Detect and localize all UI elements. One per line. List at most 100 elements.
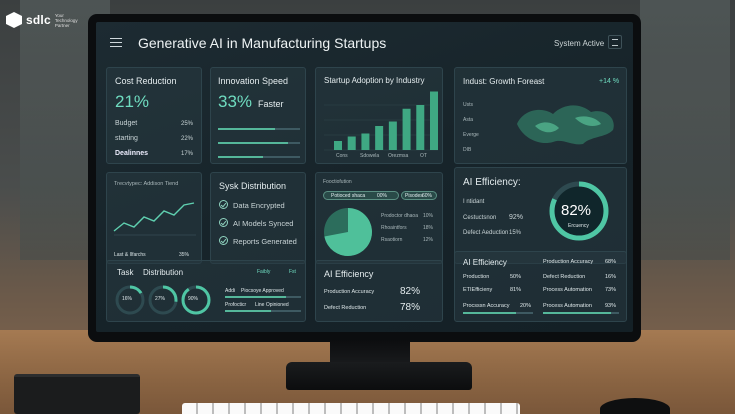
card-title: AI Efficiency: (463, 177, 521, 188)
ai-efficiency-card[interactable]: AI Efficiency Production Accuracy 82% De… (315, 260, 443, 322)
gauge-value: 82% (561, 202, 592, 219)
row-label: Production (463, 274, 490, 280)
ai-efficiency-gauge-card[interactable]: AI Efficiency: I ntidant Cestuctsnon 92%… (454, 167, 627, 264)
filter-pill[interactable] (401, 191, 437, 200)
brand-tagline: Your Technology Partner (54, 12, 78, 28)
link-fst[interactable]: Fst (289, 269, 296, 275)
innovation-speed-card[interactable]: Innovation Speed 33% Faster (210, 67, 306, 164)
sysk-distribution-card[interactable]: Sysk Distribution Data Encrypted AI Mode… (210, 172, 306, 264)
card-title: AI Efficiency (324, 269, 374, 279)
dashboard-header: Generative AI in Manufacturing Startups … (96, 22, 633, 64)
monitor-base (286, 362, 472, 390)
row-label: Defect Reduction (324, 305, 367, 311)
pie-slice (324, 208, 372, 256)
filter-pill[interactable] (323, 191, 399, 200)
gauge-fill (549, 181, 609, 241)
card-title: Cost Reduction (115, 76, 177, 86)
foot-value: 35% (179, 252, 190, 258)
x-label: OT (420, 153, 427, 159)
row-label: Asta (463, 117, 474, 123)
row-label: Budget (115, 120, 138, 127)
row-label: Production Accuracy (543, 259, 594, 265)
bar (347, 136, 356, 150)
item-label: Addi (225, 288, 236, 294)
brand-logo: sdlc Your Technology Partner (6, 12, 87, 28)
innovation-value: 33% (218, 92, 253, 111)
legend-value: 12% (423, 237, 434, 243)
settings-button[interactable] (608, 35, 622, 49)
legend-value: 18% (423, 225, 434, 231)
foot-label: Last & Ilfarchs (114, 252, 146, 258)
task-item: AI Models Synced (233, 219, 294, 228)
row-label: Defect Aeduction (463, 230, 509, 236)
ring-fill (181, 285, 211, 315)
cube-icon (6, 12, 22, 28)
row-label: ETIEfficieny (463, 287, 493, 293)
row-value: 78% (400, 302, 421, 313)
check-circle-icon (219, 236, 228, 245)
cost-value: 21% (115, 92, 150, 111)
adoption-chart-card[interactable]: Startup Adoption by Industry Cons Sdowel… (315, 67, 443, 164)
card-title: Fooctiofution (323, 179, 352, 185)
bar (402, 108, 411, 150)
row-value: 16% (605, 274, 617, 280)
item-value: Line Opinioned (255, 302, 289, 308)
check-circle-icon (219, 200, 228, 209)
task-distribution-card[interactable]: Task Distribution Faibly Fst 16% 27% 90%… (106, 260, 306, 322)
notebook (14, 374, 140, 414)
check-circle-icon (219, 218, 228, 227)
card-title: Innovation Speed (218, 76, 289, 86)
row-label: Process Automation (543, 303, 592, 309)
ai-efficiency-detail-card[interactable]: AI Efficiency Production 50% ETIEfficien… (454, 251, 627, 322)
progress-bar (218, 128, 300, 130)
row-label: Defect Reduction (543, 274, 586, 280)
row-label: Procsssn Accuracy (463, 303, 510, 309)
keyboard (182, 403, 520, 414)
growth-forecast-card[interactable]: Indust: Growth Foreast +14 % Usts Asta E… (454, 67, 627, 164)
adoption-bar-chart (324, 91, 438, 151)
progress-bar (218, 142, 300, 144)
row-label: Dealinnes (115, 150, 149, 157)
card-title: AI Efficiency (463, 258, 507, 267)
progress-bar (218, 156, 300, 158)
bar (388, 121, 397, 150)
row-value: 25% (181, 121, 194, 127)
card-subtitle: I ntidant (463, 199, 485, 205)
progress-bar (225, 310, 301, 312)
progress-bar (463, 312, 533, 314)
x-label: Sdowela (360, 153, 380, 159)
cost-reduction-card[interactable]: Cost Reduction 21% Budget 25% starting 2… (106, 67, 202, 164)
row-value: 22% (181, 136, 194, 142)
ring-label: 27% (155, 296, 166, 302)
row-value: 17% (181, 151, 194, 157)
card-title-2: Distribution (143, 268, 184, 277)
pie-chart-card[interactable]: Fooctiofution Potioced shaca 00% Pisodes… (315, 172, 443, 264)
bar (430, 91, 438, 150)
mouse (600, 398, 670, 414)
legend-label: Prodoctor dhaoa (381, 213, 418, 219)
menu-icon[interactable] (110, 38, 122, 47)
link-faibly[interactable]: Faibly (257, 269, 271, 275)
legend-label: Rsaotiorn (381, 237, 403, 243)
brand-name: sdlc (26, 13, 51, 27)
task-item: Reports Generated (233, 237, 297, 246)
card-title: Trecvtypec: Addison Tiend (114, 181, 179, 187)
row-label: DIB (463, 147, 472, 153)
trend-card[interactable]: Trecvtypec: Addison Tiend Last & Ilfarch… (106, 172, 202, 264)
item-label: Profocticr (225, 302, 247, 308)
pill-value: 00% (377, 192, 388, 199)
row-label: starting (115, 135, 138, 142)
growth-delta: +14 % (599, 78, 620, 85)
card-title: Task (117, 268, 134, 277)
status-text: System Active (554, 39, 605, 48)
page-title: Generative AI in Manufacturing Startups (138, 35, 387, 51)
pill-label: Pisodes (405, 192, 423, 199)
row-label: Cestuctsnon (463, 215, 497, 221)
card-title: Indust: Growth Foreast (463, 77, 545, 86)
row-label: Usts (463, 102, 473, 108)
row-value: 92% (509, 214, 524, 221)
progress-bar (543, 312, 619, 314)
task-item: Data Encrypted (233, 201, 285, 210)
pie-chart (324, 208, 372, 256)
x-label: Orezmsa (388, 153, 409, 159)
